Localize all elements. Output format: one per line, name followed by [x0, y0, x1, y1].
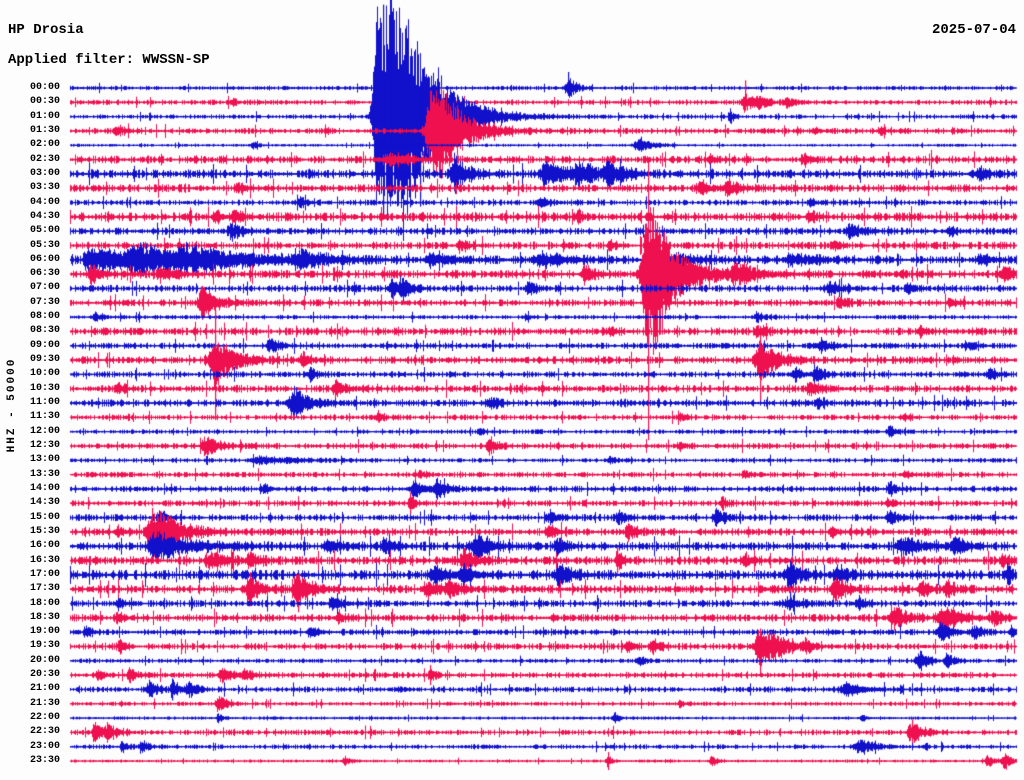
time-label: 21:00 — [29, 683, 60, 695]
time-label: 21:30 — [29, 697, 60, 709]
time-label: 20:00 — [29, 654, 60, 666]
time-label: 19:00 — [29, 626, 60, 638]
time-label: 11:30 — [29, 411, 60, 423]
time-label: 03:30 — [29, 182, 60, 194]
time-label: 05:00 — [29, 225, 60, 237]
station-name: HP Drosia — [8, 22, 84, 38]
time-label: 03:00 — [29, 167, 60, 179]
time-label: 15:30 — [29, 525, 60, 537]
time-label: 02:30 — [29, 153, 60, 165]
time-label: 06:30 — [29, 268, 60, 280]
time-label: 08:30 — [29, 325, 60, 337]
time-label: 17:00 — [29, 568, 60, 580]
time-label: 00:00 — [29, 82, 60, 93]
time-label: 20:30 — [29, 669, 60, 681]
time-label: 10:00 — [29, 368, 60, 380]
time-label: 05:30 — [29, 239, 60, 251]
time-label: 11:00 — [29, 397, 60, 409]
time-label: 18:00 — [29, 597, 60, 609]
time-label: 12:30 — [29, 440, 60, 451]
time-label: 01:00 — [29, 110, 60, 122]
time-label: 14:00 — [29, 482, 60, 494]
time-label: 13:30 — [29, 468, 60, 480]
time-label: 00:30 — [29, 96, 60, 108]
time-label: 13:00 — [29, 454, 60, 466]
time-label: 16:00 — [29, 540, 60, 552]
time-label: 17:30 — [29, 583, 60, 595]
time-label: 16:30 — [29, 554, 60, 566]
time-label: 08:00 — [29, 311, 60, 323]
time-label: 15:00 — [29, 511, 60, 523]
time-label: 12:00 — [29, 425, 60, 437]
time-label: 18:30 — [29, 611, 60, 623]
time-label: 23:00 — [29, 740, 60, 752]
date-label: 2025-07-04 — [931, 22, 1016, 38]
applied-filter-label: Applied filter: WWSSN-SP — [8, 52, 210, 68]
time-label: 10:30 — [29, 382, 60, 394]
time-label: 06:00 — [29, 253, 60, 265]
time-label: 14:30 — [29, 497, 60, 509]
time-label: 22:30 — [29, 726, 60, 738]
time-label: 07:00 — [29, 282, 60, 294]
time-label: 22:00 — [29, 712, 60, 724]
time-label: 04:30 — [29, 210, 60, 222]
time-label: 04:00 — [29, 196, 60, 208]
time-label: 09:00 — [29, 339, 60, 351]
time-label: 23:30 — [29, 755, 60, 767]
time-label: 09:30 — [29, 354, 60, 366]
time-label: 02:00 — [29, 139, 60, 151]
time-label: 07:30 — [29, 296, 60, 308]
time-label: 01:30 — [29, 124, 60, 136]
time-label: 19:30 — [29, 640, 60, 652]
